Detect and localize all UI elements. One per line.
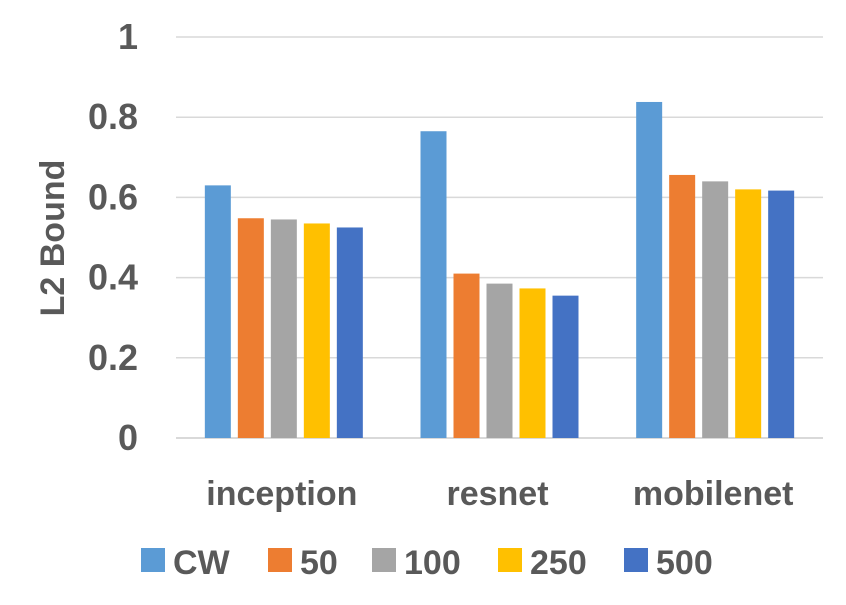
bar-inception-CW [204,185,231,438]
bar-resnet-500 [552,295,579,438]
bar-mobilenet-100 [702,181,729,439]
bar-mobilenet-50 [669,174,696,438]
y-axis-ticks: 0 0.2 0.4 0.6 0.8 1 [88,16,138,458]
bar-inception-500 [336,227,363,438]
y-tick-label: 0.2 [88,337,138,378]
bar-mobilenet-CW [636,101,663,438]
legend-item-50: 50 [268,544,338,582]
legend-swatch [498,548,522,572]
bar-resnet-250 [519,288,546,438]
legend: CW 50 100 250 500 [141,544,713,582]
x-category-label: inception [206,475,357,513]
bar-inception-250 [303,223,330,438]
y-tick-label: 0.4 [88,257,138,298]
legend-item-500: 500 [624,544,713,582]
bar-inception-50 [237,218,264,438]
legend-item-100: 100 [372,544,461,582]
bar-mobilenet-250 [735,189,762,438]
bar-mobilenet-500 [768,190,795,438]
bar-resnet-CW [420,131,447,439]
legend-label: 100 [404,544,461,582]
y-tick-label: 1 [118,16,138,57]
legend-swatch [141,548,165,572]
legend-label: CW [173,544,231,582]
y-tick-label: 0.8 [88,96,138,137]
bar-resnet-50 [453,273,480,438]
x-category-label: mobilenet [633,475,794,513]
legend-item-250: 250 [498,544,587,582]
legend-swatch [372,548,396,572]
y-tick-label: 0.6 [88,176,138,217]
legend-label: 50 [300,544,338,582]
legend-swatch [624,548,648,572]
x-axis-categories: inception resnet mobilenet [206,475,793,513]
legend-swatch [268,548,292,572]
legend-item-CW: CW [141,544,231,582]
y-tick-label: 0 [118,417,138,458]
bars [204,101,795,439]
bar-inception-100 [270,219,297,438]
legend-label: 250 [530,544,587,582]
x-category-label: resnet [446,475,548,513]
bar-resnet-100 [486,283,513,438]
y-axis-title: L2 Bound [34,160,72,317]
legend-label: 500 [656,544,713,582]
